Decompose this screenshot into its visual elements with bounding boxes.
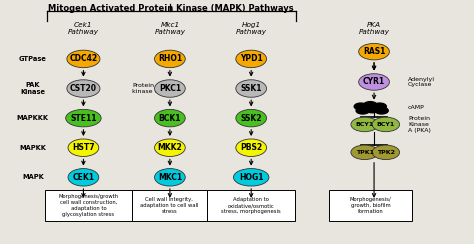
Text: Morphogenesis/growth
cell wall construction,
adaptation to
glycosylation stress: Morphogenesis/growth cell wall construct… [58, 194, 118, 217]
FancyBboxPatch shape [329, 190, 412, 221]
Text: HST7: HST7 [72, 143, 95, 152]
Text: MAPKKK: MAPKKK [17, 115, 49, 121]
Text: HOG1: HOG1 [239, 173, 264, 182]
FancyBboxPatch shape [207, 190, 295, 221]
Text: Hog1
Pathway: Hog1 Pathway [236, 22, 267, 35]
Text: TPK2: TPK2 [377, 150, 395, 155]
Ellipse shape [236, 50, 266, 68]
Ellipse shape [351, 145, 378, 160]
Ellipse shape [155, 50, 185, 68]
Text: MAPKK: MAPKK [19, 145, 46, 151]
Text: MKC1: MKC1 [158, 173, 182, 182]
Text: BCK1: BCK1 [159, 114, 181, 123]
Text: RAS1: RAS1 [363, 47, 385, 56]
Text: Protein
Kinase
A (PKA): Protein Kinase A (PKA) [408, 116, 431, 133]
Ellipse shape [234, 169, 269, 186]
Text: SSK1: SSK1 [240, 84, 262, 93]
Text: Morphogenesis/
growth, biofilm
formation: Morphogenesis/ growth, biofilm formation [350, 197, 392, 214]
Text: TPK1: TPK1 [356, 150, 374, 155]
Text: SSK2: SSK2 [240, 114, 262, 123]
Ellipse shape [372, 117, 400, 132]
Text: PBS2: PBS2 [240, 143, 262, 152]
Text: CEK1: CEK1 [73, 173, 94, 182]
Text: Mitogen Activated Protein Kinase (MAPK) Pathways: Mitogen Activated Protein Kinase (MAPK) … [48, 4, 294, 13]
Text: PAK
Kinase: PAK Kinase [20, 82, 46, 95]
Circle shape [365, 106, 379, 113]
Text: CDC42: CDC42 [69, 54, 98, 63]
Text: Mkc1
Pathway: Mkc1 Pathway [155, 22, 185, 35]
Text: PKC1: PKC1 [159, 84, 181, 93]
Ellipse shape [67, 50, 100, 68]
Ellipse shape [67, 80, 100, 97]
Text: BCY1: BCY1 [356, 122, 374, 127]
Text: RHO1: RHO1 [158, 54, 182, 63]
Text: YPD1: YPD1 [240, 54, 263, 63]
Text: BCY1: BCY1 [377, 122, 395, 127]
Circle shape [375, 107, 388, 114]
Ellipse shape [236, 139, 266, 156]
Text: PKA
Pathway: PKA Pathway [358, 22, 390, 35]
Ellipse shape [359, 43, 390, 60]
Text: cAMP: cAMP [408, 105, 425, 111]
Text: MAPK: MAPK [22, 174, 44, 180]
Text: MKK2: MKK2 [157, 143, 182, 152]
Text: Adaptation to
oxidative/osmotic
stress, morphogenesis: Adaptation to oxidative/osmotic stress, … [221, 197, 281, 214]
FancyBboxPatch shape [45, 190, 132, 221]
Ellipse shape [236, 109, 266, 127]
Circle shape [356, 107, 369, 114]
Text: CYR1: CYR1 [363, 77, 385, 86]
Ellipse shape [155, 109, 185, 127]
Circle shape [364, 102, 377, 108]
Text: Cell wall integrity,
adaptation to cell wall
stress: Cell wall integrity, adaptation to cell … [140, 197, 199, 214]
Ellipse shape [351, 117, 378, 132]
Text: Adenylyl
Cyclase: Adenylyl Cyclase [408, 77, 435, 87]
Ellipse shape [66, 109, 101, 127]
Ellipse shape [236, 80, 266, 97]
FancyBboxPatch shape [132, 190, 207, 221]
Ellipse shape [155, 80, 185, 97]
Text: CST20: CST20 [70, 84, 97, 93]
Ellipse shape [155, 139, 185, 156]
Ellipse shape [359, 74, 390, 90]
Circle shape [373, 103, 386, 110]
Ellipse shape [372, 145, 400, 160]
Text: Cek1
Pathway: Cek1 Pathway [68, 22, 99, 35]
Text: STE11: STE11 [70, 114, 97, 123]
Text: Protein
kinase C: Protein kinase C [132, 83, 159, 94]
Circle shape [354, 103, 367, 110]
Ellipse shape [68, 139, 99, 156]
Ellipse shape [155, 169, 185, 186]
Text: GTPase: GTPase [19, 56, 47, 62]
Ellipse shape [68, 169, 99, 186]
